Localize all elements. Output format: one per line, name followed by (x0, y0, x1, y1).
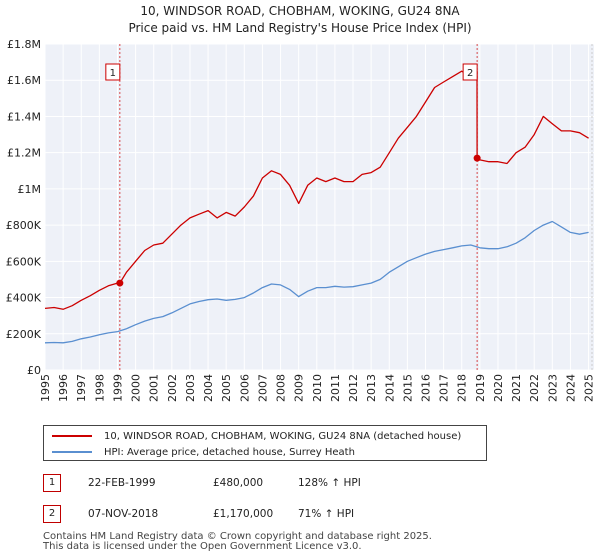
sale-label-box (462, 63, 478, 81)
sale-label-box (105, 63, 121, 81)
x-tick-label: 2006 (238, 374, 251, 402)
y-tick-label: £600K (6, 255, 42, 268)
legend-item-hpi: HPI: Average price, detached house, Surr… (52, 444, 355, 460)
grid-lines (44, 43, 594, 371)
y-tick-label: £0 (27, 364, 41, 377)
chart-subtitle: Price paid vs. HM Land Registry's House … (128, 21, 471, 35)
footer: Contains HM Land Registry data © Crown c… (43, 532, 432, 552)
x-tick-label: 2018 (456, 374, 469, 402)
x-tick-label: 2004 (202, 374, 215, 402)
x-tick-label: 2002 (166, 374, 179, 402)
transaction-hpi: 128% ↑ HPI (298, 477, 361, 489)
chart-title: 10, WINDSOR ROAD, CHOBHAM, WOKING, GU24 … (140, 4, 460, 18)
footer-licence: This data is licensed under the Open Gov… (43, 541, 362, 552)
x-tick-label: 2013 (365, 374, 378, 402)
x-tick-label: 2003 (184, 374, 197, 402)
x-tick-label: 2019 (474, 374, 487, 402)
y-tick-label: £800K (6, 219, 42, 232)
y-axis-ticks: £0 £200K £400K £600K £800K £1M £1.2M £1.4M £1.6M… (6, 38, 42, 377)
x-tick-label: 2005 (220, 374, 233, 402)
x-tick-label: 2007 (256, 374, 269, 402)
footer-copyright: Contains HM Land Registry data © Crown c… (43, 531, 432, 542)
x-tick-label: 2012 (347, 374, 360, 402)
legend: 10, WINDSOR ROAD, CHOBHAM, WOKING, GU24 … (43, 425, 487, 461)
x-tick-label: 1997 (75, 374, 88, 402)
x-tick-label: 2023 (546, 374, 559, 402)
y-tick-label: £1.8M (7, 38, 41, 51)
sale-point (473, 154, 481, 162)
transaction-hpi: 71% ↑ HPI (298, 508, 355, 520)
x-tick-label: 1996 (57, 374, 70, 402)
x-tick-label: 2021 (510, 374, 523, 402)
x-tick-label: 2001 (148, 374, 161, 402)
x-axis-ticks: 1995 1996 1997 1998 1999 2000 2001 2002 2003 2004… (39, 374, 596, 402)
transaction-number: 1 (43, 474, 61, 492)
y-tick-label: £200K (6, 328, 42, 341)
x-tick-label: 2000 (130, 374, 143, 402)
x-tick-label: 2009 (293, 374, 306, 402)
x-tick-label: 2017 (438, 374, 451, 402)
x-tick-label: 2016 (419, 374, 432, 402)
y-tick-label: £1.6M (7, 74, 41, 87)
transaction-date: 22-FEB-1999 (88, 477, 156, 489)
sale-point (116, 279, 124, 287)
y-tick-label: £1.4M (7, 110, 41, 123)
x-tick-label: 1998 (93, 374, 106, 402)
x-tick-label: 2020 (492, 374, 505, 402)
plot-background (45, 44, 594, 370)
property-price-line (44, 70, 589, 310)
y-tick-label: £1.2M (7, 147, 41, 160)
transaction-price: £1,170,000 (213, 508, 274, 520)
legend-label-hpi: HPI: Average price, detached house, Surr… (104, 446, 355, 458)
y-tick-label: £1M (18, 183, 42, 196)
price-chart: 10, WINDSOR ROAD, CHOBHAM, WOKING, GU24 … (6, 4, 596, 402)
x-tick-label: 2015 (401, 374, 414, 402)
x-tick-label: 2008 (275, 374, 288, 402)
y-tick-label: £400K (6, 292, 42, 305)
legend-swatch-property (52, 435, 92, 437)
x-tick-label: 2025 (583, 374, 596, 402)
sale-label: 2 (467, 68, 473, 79)
legend-swatch-hpi (52, 451, 92, 453)
sale-label: 1 (110, 68, 116, 79)
legend-item-property: 10, WINDSOR ROAD, CHOBHAM, WOKING, GU24 … (52, 428, 461, 444)
transaction-price: £480,000 (213, 477, 264, 489)
x-tick-label: 2024 (564, 374, 577, 402)
x-tick-label: 2011 (329, 374, 342, 402)
series-lines (44, 70, 589, 344)
transaction-date: 07-NOV-2018 (88, 508, 159, 520)
plot-area (45, 44, 594, 370)
x-tick-label: 2014 (383, 374, 396, 402)
x-tick-label: 2022 (528, 374, 541, 402)
x-tick-label: 1999 (111, 374, 124, 402)
x-tick-label: 1995 (39, 374, 52, 402)
transaction-number: 2 (43, 505, 61, 523)
x-tick-label: 2010 (311, 374, 324, 402)
hpi-line (44, 220, 589, 344)
legend-label-property: 10, WINDSOR ROAD, CHOBHAM, WOKING, GU24 … (104, 430, 462, 442)
